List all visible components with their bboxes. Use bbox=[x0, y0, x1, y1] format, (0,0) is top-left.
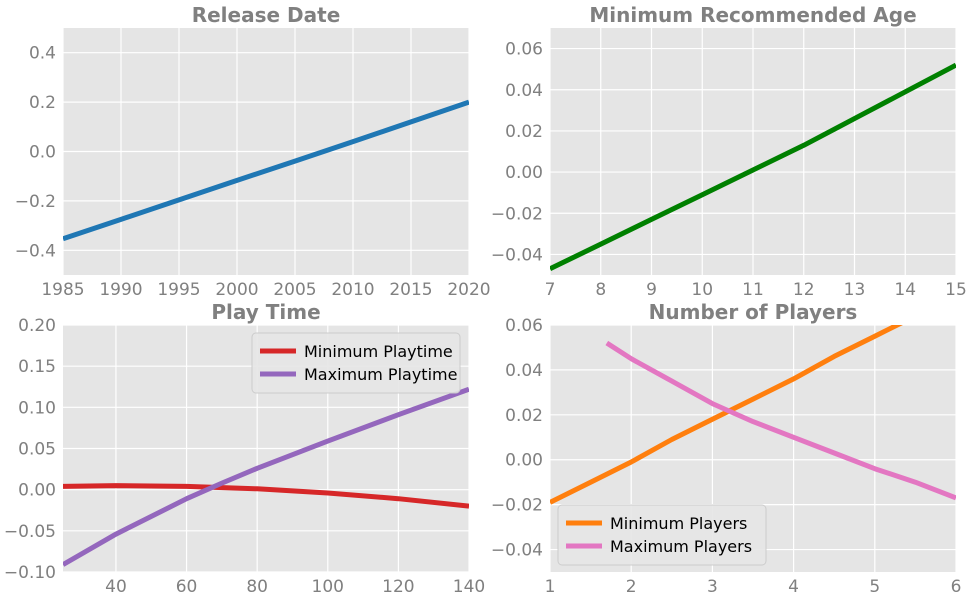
series-line-1 bbox=[63, 99, 469, 242]
legend-label: Maximum Playtime bbox=[304, 365, 457, 384]
x-tick-label: 7 bbox=[545, 280, 556, 300]
y-tick-label: 0.06 bbox=[505, 40, 543, 60]
series-line-1 bbox=[550, 325, 903, 505]
x-tick-label: 80 bbox=[246, 577, 268, 597]
y-tick-label: −0.05 bbox=[4, 522, 56, 542]
y-tick-label: 0.00 bbox=[18, 481, 56, 501]
x-tick-label: 12 bbox=[793, 280, 815, 300]
series-line-1 bbox=[63, 483, 469, 509]
x-tick-label: 1 bbox=[545, 577, 556, 597]
legend-box bbox=[557, 504, 767, 566]
x-tick-label: 2000 bbox=[215, 280, 258, 300]
x-tick-label: 14 bbox=[894, 280, 916, 300]
chart-panel-2: 7 8 9 10 11 12 13 14 15 −0.04 −0.02 0.00 0.02 0.04 0.0… bbox=[491, 3, 967, 300]
x-tick-label: 60 bbox=[176, 577, 198, 597]
x-tick-label: 2005 bbox=[273, 280, 316, 300]
legend: Minimum Players Maximum Players bbox=[557, 504, 767, 566]
x-tick-label: 4 bbox=[788, 577, 799, 597]
x-tick-label: 40 bbox=[105, 577, 127, 597]
legend-label: Minimum Players bbox=[610, 514, 747, 533]
x-tick-label: 10 bbox=[691, 280, 713, 300]
series-line-2 bbox=[63, 386, 469, 567]
x-tick-label: 2015 bbox=[389, 280, 432, 300]
y-tick-label: −0.02 bbox=[491, 496, 543, 516]
chart-title: Play Time bbox=[211, 300, 320, 324]
x-tick-label: 6 bbox=[951, 577, 962, 597]
legend: Minimum Playtime Maximum Playtime bbox=[251, 332, 461, 394]
chart-panel-4: 1 2 3 4 5 6 −0.04 −0.02 0.00 0.02 0.04 0.06 Number o… bbox=[491, 300, 962, 597]
y-tick-label: 0.05 bbox=[18, 440, 56, 460]
x-tick-label: 2020 bbox=[447, 280, 490, 300]
y-tick-label: 0.02 bbox=[505, 406, 543, 426]
y-tick-label: 0.00 bbox=[505, 451, 543, 471]
x-tick-label: 140 bbox=[453, 577, 485, 597]
x-tick-label: 100 bbox=[312, 577, 344, 597]
y-tick-label: 0.10 bbox=[18, 398, 56, 418]
chart-title: Release Date bbox=[192, 3, 341, 27]
x-tick-label: 1995 bbox=[157, 280, 200, 300]
x-tick-label: 8 bbox=[595, 280, 606, 300]
y-tick-label: −0.04 bbox=[491, 541, 543, 561]
x-tick-label: 9 bbox=[646, 280, 657, 300]
y-tick-label: 0.06 bbox=[505, 316, 543, 336]
x-tick-label: 2 bbox=[626, 577, 637, 597]
x-tick-label: 11 bbox=[742, 280, 764, 300]
chart-panel-3: 40 60 80 100 120 140 −0.10 −0.05 0.00 0.05 0.10 0.1… bbox=[4, 300, 485, 597]
y-tick-label: 0.04 bbox=[505, 361, 543, 381]
legend-label: Minimum Playtime bbox=[304, 342, 453, 361]
chart-title: Minimum Recommended Age bbox=[589, 3, 916, 27]
y-tick-label: −0.4 bbox=[15, 241, 56, 261]
series-line-2 bbox=[605, 340, 956, 501]
y-tick-label: 0.15 bbox=[18, 357, 56, 377]
y-tick-label: −0.02 bbox=[491, 204, 543, 224]
y-tick-label: 0.0 bbox=[29, 143, 56, 163]
x-tick-label: 13 bbox=[844, 280, 866, 300]
y-tick-label: −0.10 bbox=[4, 563, 56, 583]
legend-label: Maximum Players bbox=[610, 537, 752, 556]
legend-box bbox=[251, 332, 461, 394]
x-tick-label: 3 bbox=[707, 577, 718, 597]
chart-panel-1: 1985 1990 1995 2000 2005 2010 2015 2020 −0.4 −0.2… bbox=[15, 3, 491, 300]
y-tick-label: −0.04 bbox=[491, 245, 543, 265]
y-tick-label: −0.2 bbox=[15, 192, 56, 212]
y-tick-label: 0.4 bbox=[29, 44, 56, 64]
y-tick-label: 0.20 bbox=[18, 316, 56, 336]
y-tick-label: 0.00 bbox=[505, 163, 543, 183]
x-tick-label: 15 bbox=[945, 280, 967, 300]
chart-title: Number of Players bbox=[649, 300, 858, 324]
x-tick-label: 1990 bbox=[99, 280, 142, 300]
y-tick-label: 0.04 bbox=[505, 81, 543, 101]
y-tick-label: 0.2 bbox=[29, 93, 56, 113]
x-tick-label: 1985 bbox=[41, 280, 84, 300]
x-tick-label: 5 bbox=[869, 577, 880, 597]
x-tick-label: 2010 bbox=[331, 280, 374, 300]
x-tick-label: 120 bbox=[382, 577, 414, 597]
series-line-1 bbox=[550, 62, 956, 272]
y-tick-label: 0.02 bbox=[505, 122, 543, 142]
